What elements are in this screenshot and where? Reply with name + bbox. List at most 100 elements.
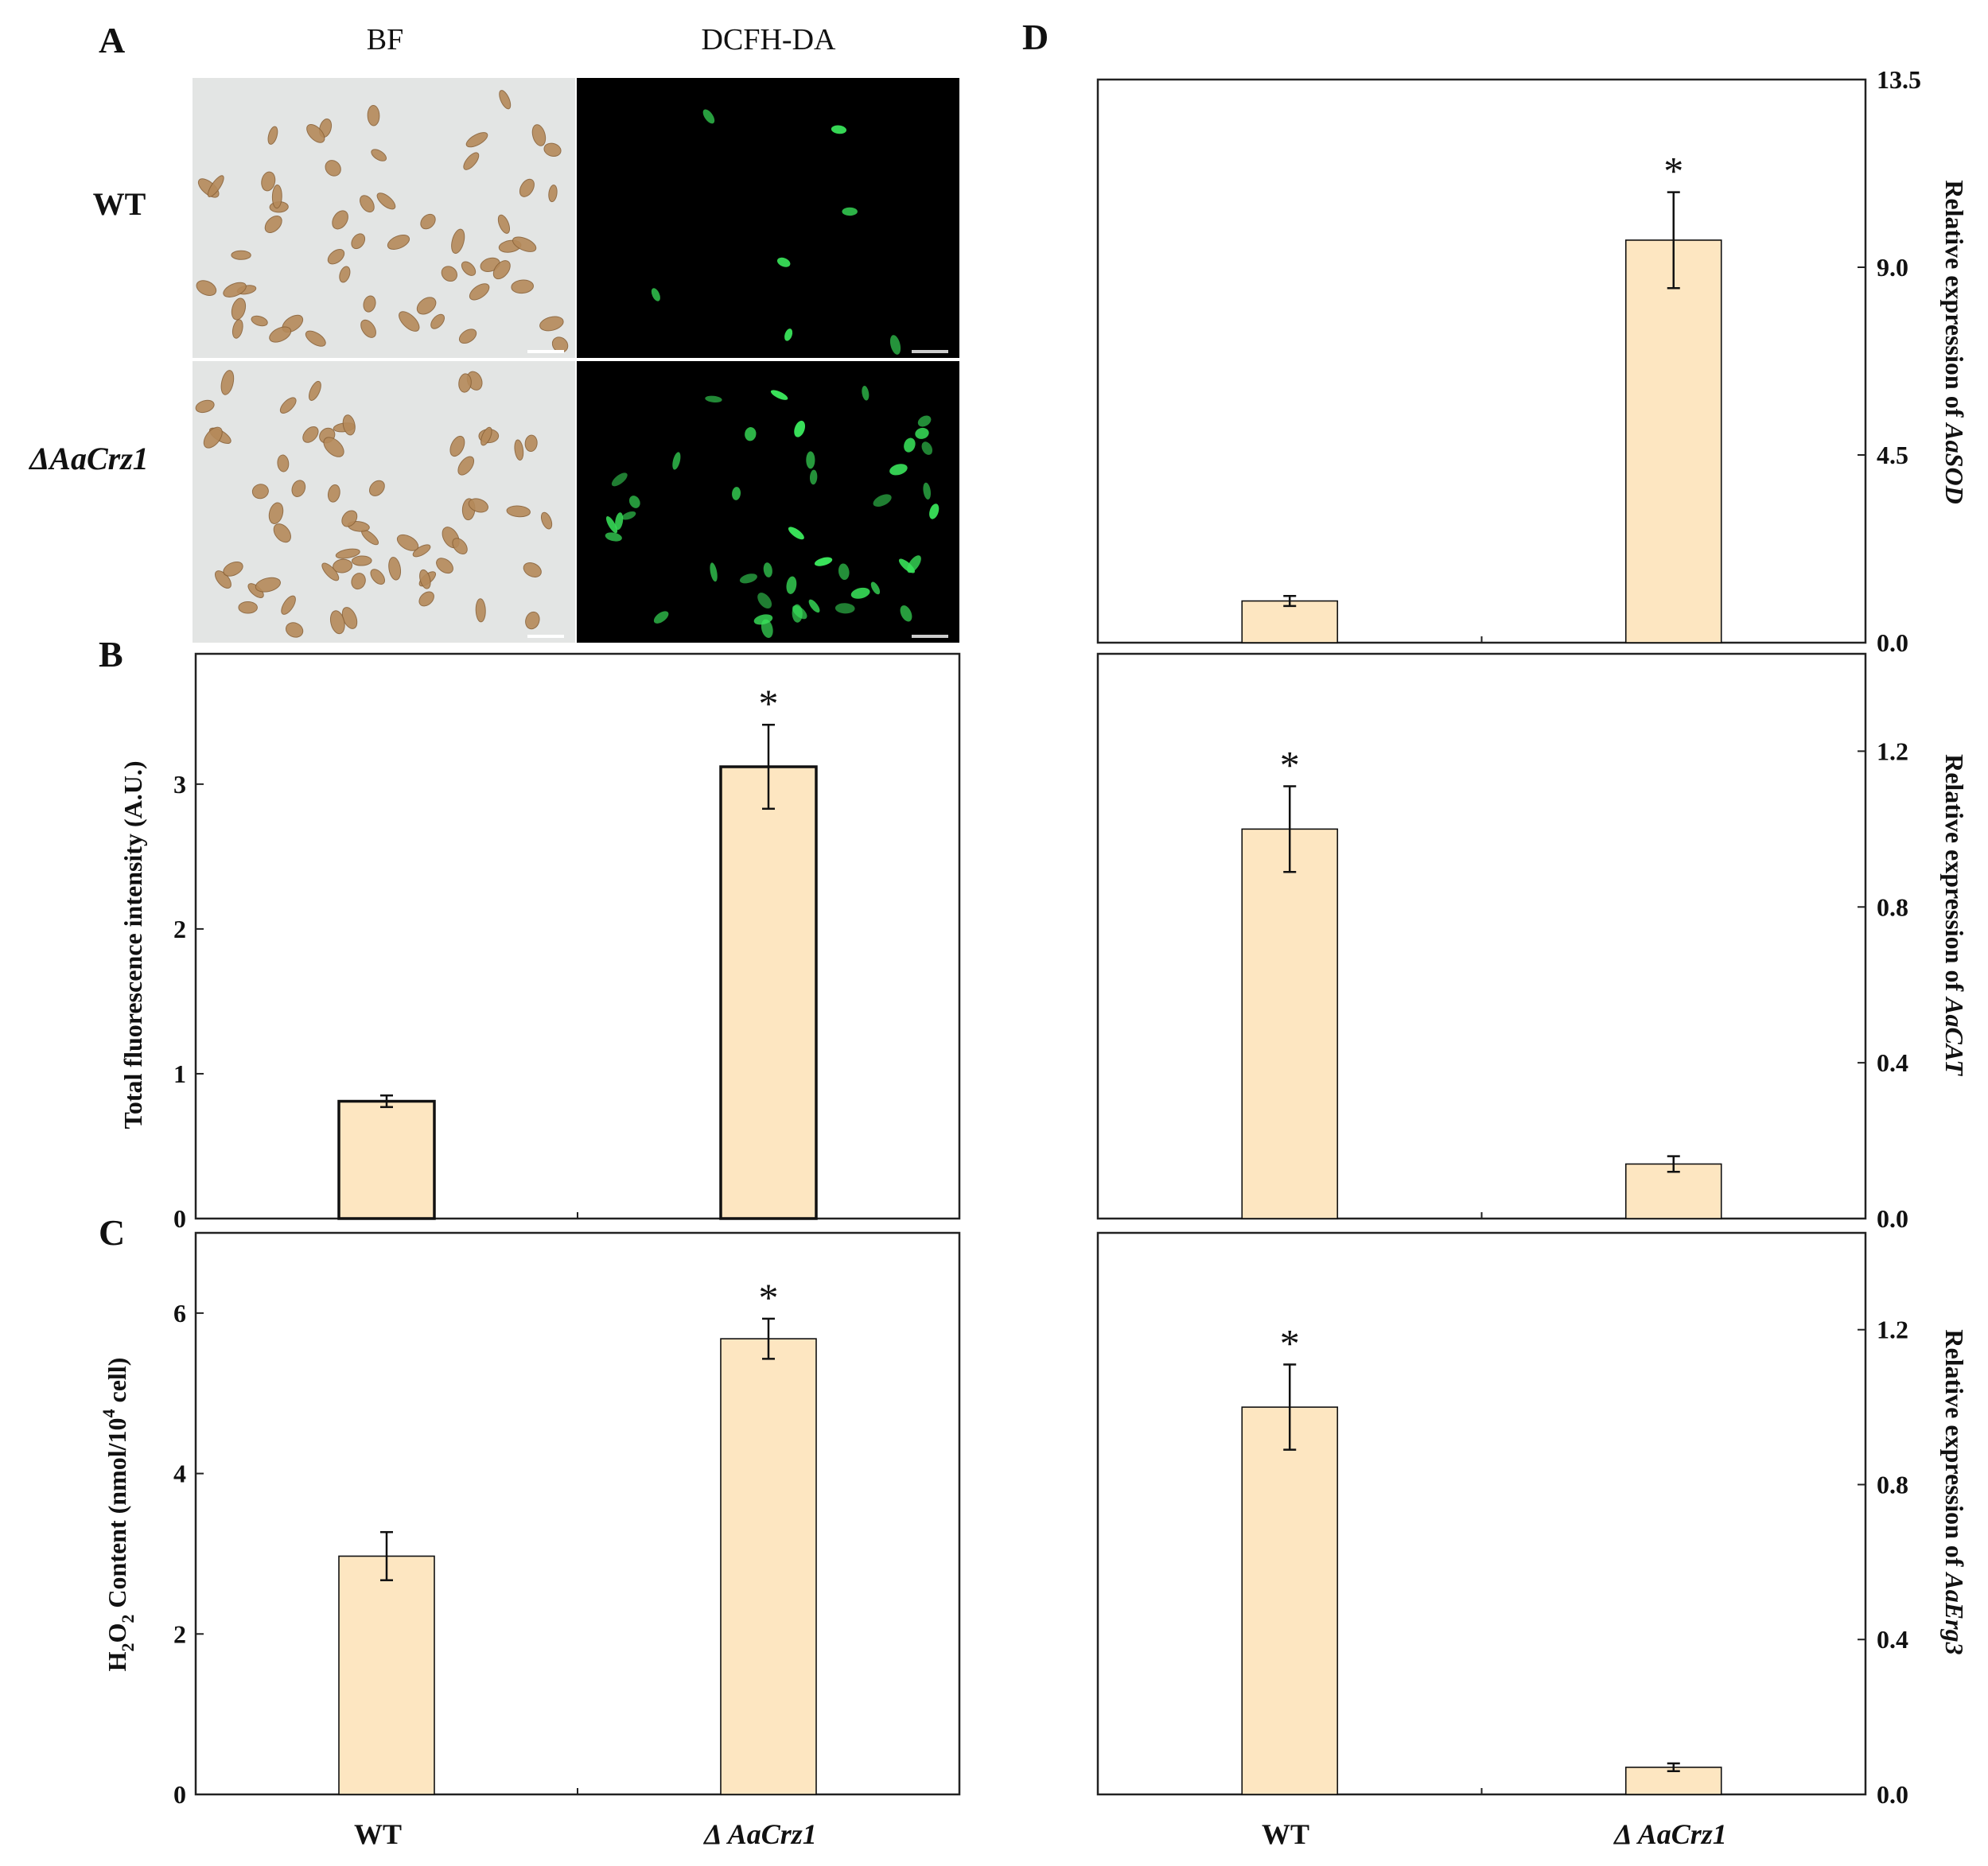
y-tick-label: 4 <box>173 1460 186 1488</box>
cell <box>776 257 791 267</box>
cell <box>873 494 892 507</box>
cell <box>436 558 453 574</box>
micrograph-background <box>193 361 575 643</box>
cell <box>325 160 341 177</box>
cell <box>251 315 268 327</box>
cell <box>792 605 807 620</box>
significance-star: * <box>759 1275 779 1320</box>
cell <box>519 178 535 197</box>
cell <box>745 427 757 441</box>
cell <box>279 397 297 414</box>
cell <box>351 233 366 250</box>
cell <box>339 266 351 283</box>
micrograph-bf-wt <box>193 78 575 358</box>
cell <box>653 611 669 624</box>
cell <box>363 295 376 313</box>
cell <box>195 399 215 414</box>
cell <box>458 373 472 393</box>
cell <box>452 538 468 555</box>
chart-cat: 0.0 0.4 0.8 1.2 * <box>1096 652 1908 1233</box>
cell <box>286 622 304 638</box>
category-label-wt-left: WT <box>354 1818 402 1850</box>
cell <box>367 105 380 126</box>
cell <box>387 234 410 250</box>
cell <box>360 319 376 338</box>
significance-star: * <box>1280 1321 1300 1366</box>
cell <box>332 210 348 230</box>
y-tick-label: 4.5 <box>1877 441 1908 469</box>
plot-frame <box>194 652 961 1220</box>
cell <box>862 386 870 401</box>
cell <box>418 591 434 607</box>
cell <box>628 496 640 508</box>
cell <box>281 595 296 615</box>
cell <box>539 316 564 332</box>
cell <box>672 452 681 470</box>
y-tick-label: 0.4 <box>1877 1048 1908 1077</box>
cell <box>369 480 385 496</box>
cell <box>511 279 534 294</box>
scale-bar <box>912 350 948 353</box>
column-title-dcfh-da: DCFH-DA <box>702 23 836 56</box>
cell <box>329 610 345 635</box>
cell <box>351 555 372 566</box>
cell <box>763 562 772 577</box>
cell <box>203 426 223 449</box>
cell <box>430 313 445 329</box>
cell <box>371 149 387 161</box>
y-tick-label: 0.0 <box>1877 1204 1908 1233</box>
chart-erg3: 0.0 0.4 0.8 1.2 * <box>1096 1231 1908 1809</box>
cell <box>370 569 385 585</box>
cell <box>475 598 486 623</box>
cell <box>786 576 797 594</box>
cell <box>615 512 624 531</box>
micrograph-background <box>577 78 959 358</box>
y-tick-label: 0.0 <box>1877 628 1908 657</box>
bar-ΔAaCrz1 <box>1624 239 1722 643</box>
cell <box>267 126 278 145</box>
cell <box>271 185 282 209</box>
chart-fluorescence: 0 1 2 3 * <box>173 652 961 1233</box>
cell <box>702 109 715 124</box>
cell <box>524 434 538 453</box>
y-tick-label: 0.8 <box>1877 892 1908 921</box>
cell <box>305 330 326 347</box>
cell <box>327 249 345 265</box>
cell <box>273 523 291 543</box>
chart-sod: 0.0 4.5 9.0 13.5 * <box>1096 65 1921 657</box>
cell <box>327 484 340 503</box>
panel-label-b: B <box>99 634 123 674</box>
cell <box>223 282 247 297</box>
cell <box>412 544 431 558</box>
cell <box>898 558 915 573</box>
cell <box>388 557 402 581</box>
bar-WT <box>337 1099 436 1220</box>
cell <box>757 593 772 609</box>
cell <box>806 451 815 469</box>
cell <box>465 132 488 148</box>
cell <box>306 124 325 143</box>
cell <box>917 415 932 427</box>
scale-bar <box>527 350 564 353</box>
cell <box>264 215 282 233</box>
cell <box>463 152 480 170</box>
y-tick-label: 13.5 <box>1877 65 1921 94</box>
cell <box>223 561 243 577</box>
micrograph-background <box>193 78 575 358</box>
cell <box>531 124 547 146</box>
y-tick-label: 0 <box>173 1204 186 1233</box>
cell <box>850 587 870 599</box>
significance-star: * <box>759 681 779 725</box>
y-tick-label: 0.0 <box>1877 1780 1908 1809</box>
significance-star: * <box>1663 149 1683 193</box>
cell <box>838 563 850 581</box>
y-tick-label: 0.8 <box>1877 1470 1908 1499</box>
ylabel-fluorescence: Total fluorescence intensity (A.U.) <box>119 760 147 1129</box>
cell <box>335 548 360 559</box>
cell <box>605 532 622 542</box>
ylabel-sod: Relative expression of AaSOD <box>1940 180 1969 503</box>
cell <box>732 487 741 500</box>
cell <box>309 380 321 401</box>
y-tick-label: 6 <box>173 1299 186 1328</box>
